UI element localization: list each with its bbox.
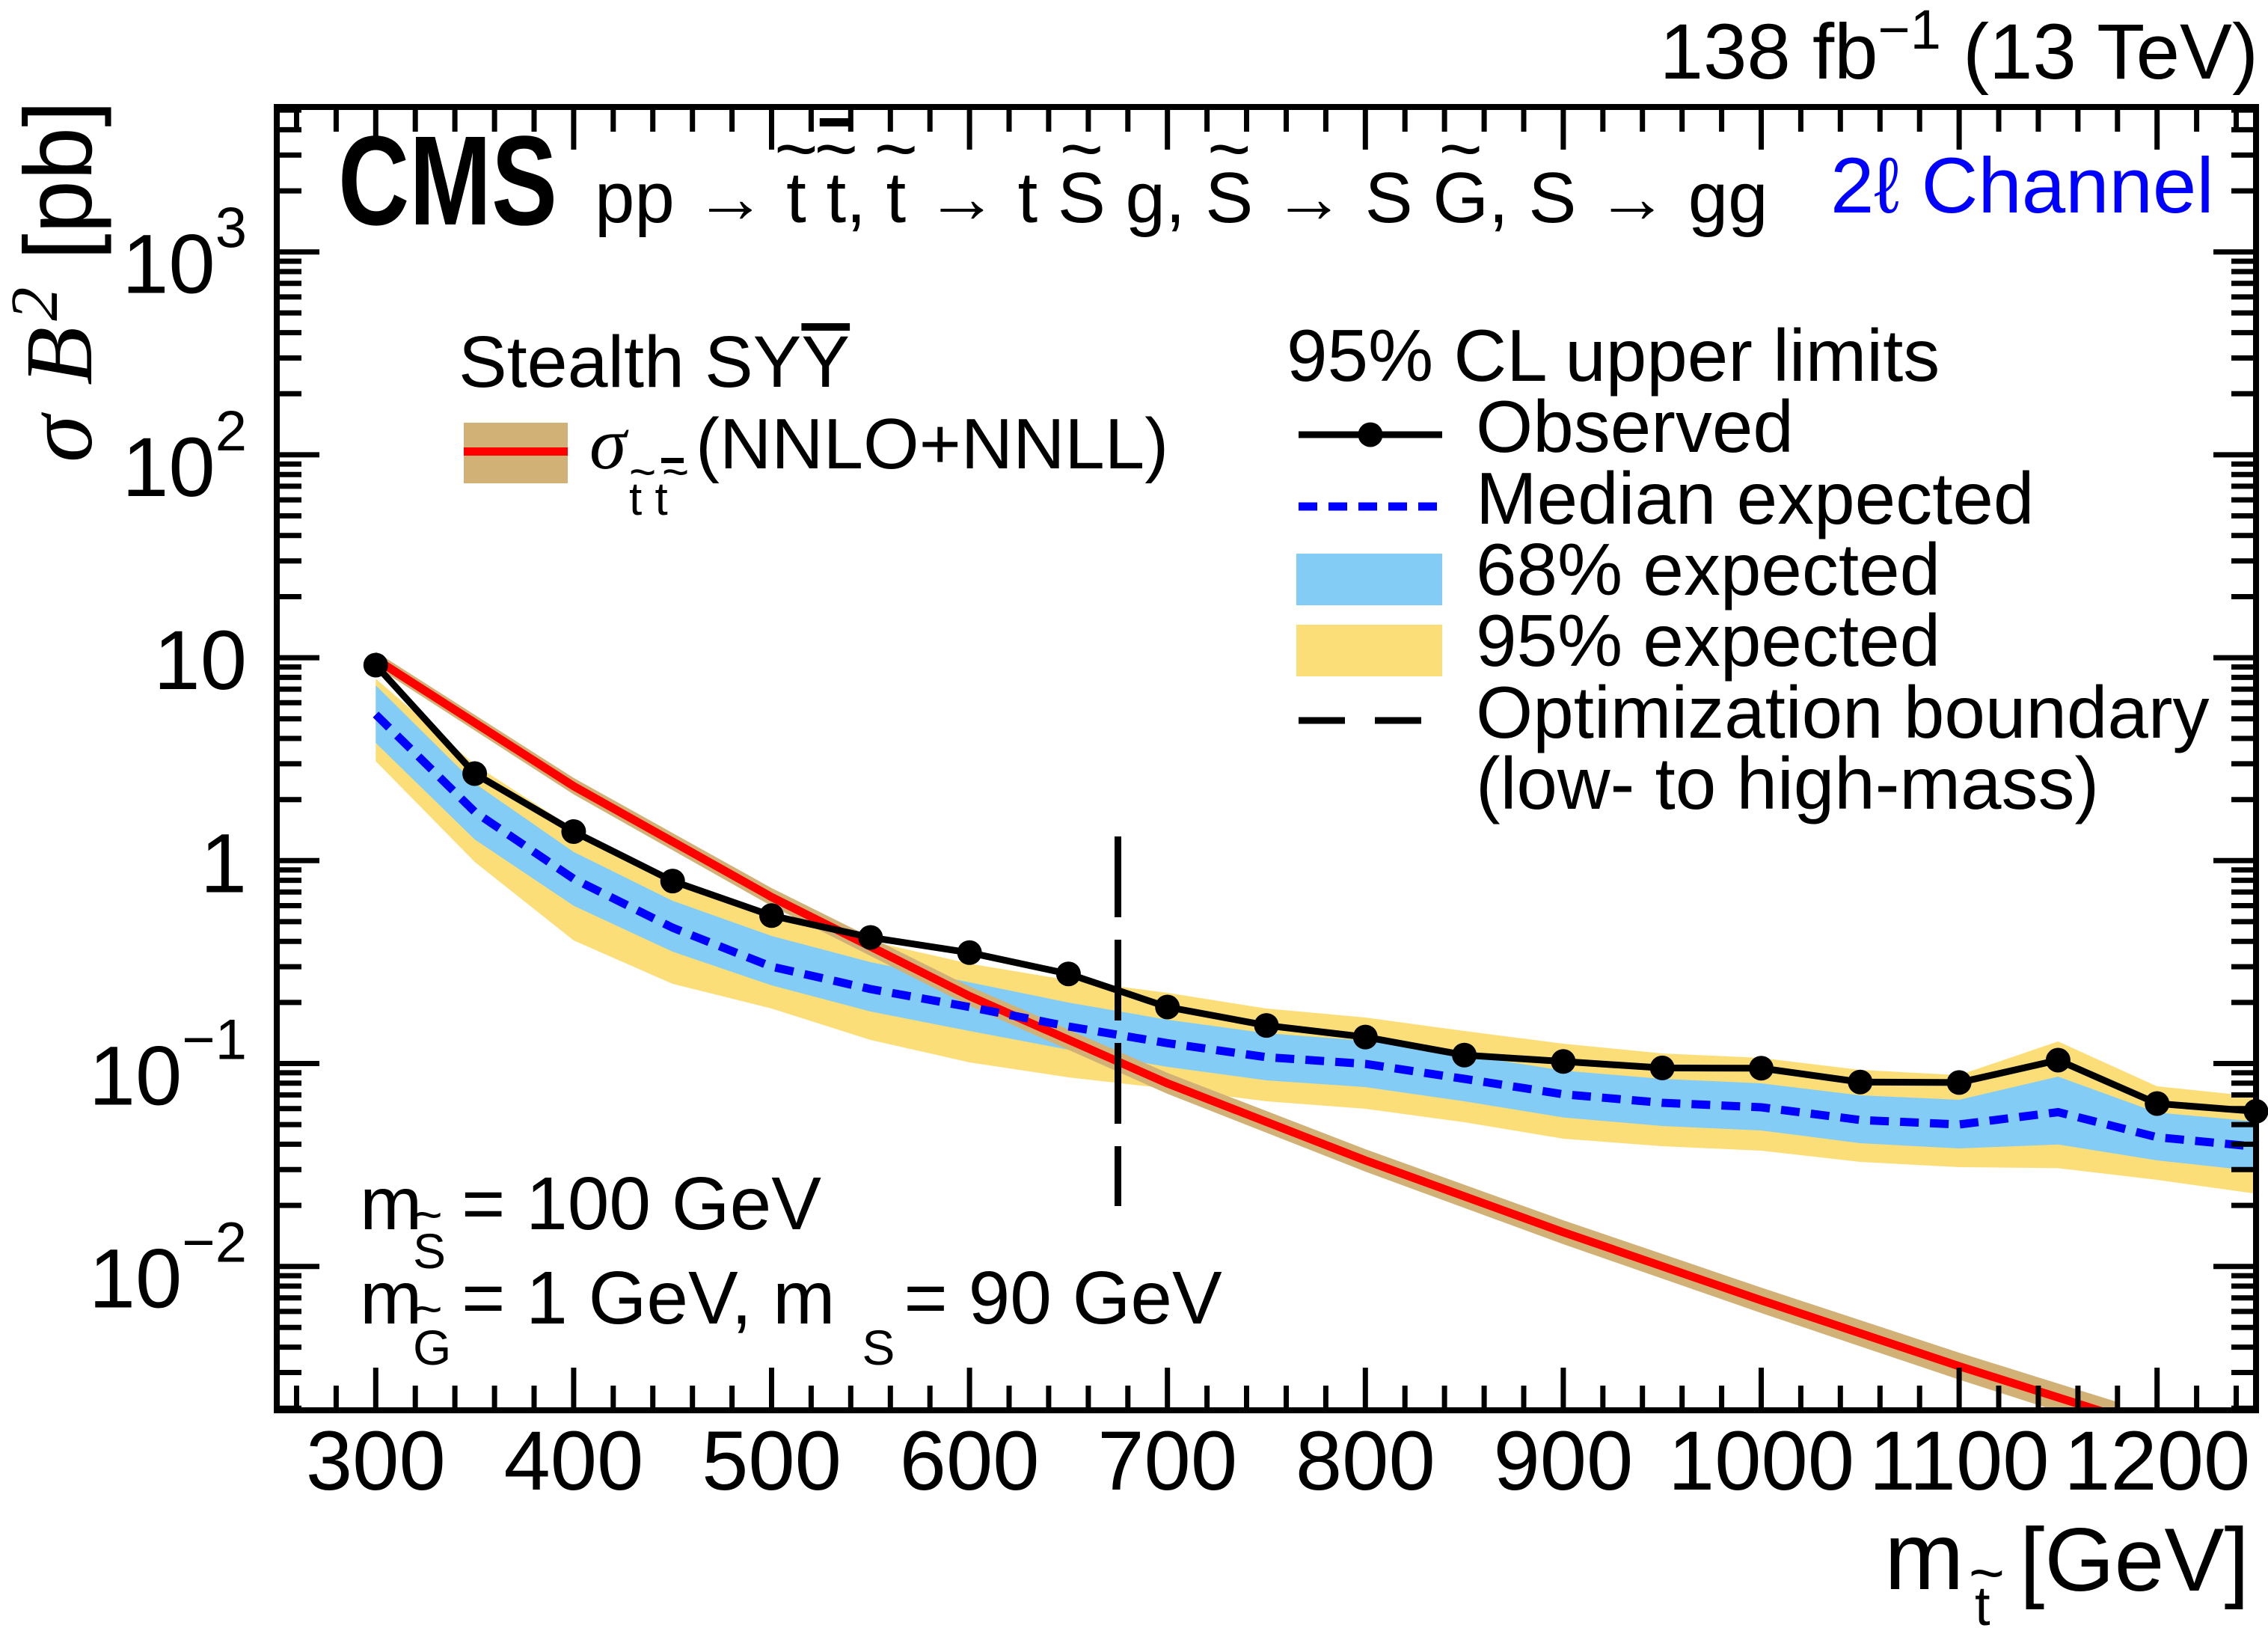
svg-text:2ℓ Channel: 2ℓ Channel — [1830, 142, 2214, 230]
svg-text:(NNLO+NNLL): (NNLO+NNLL) — [696, 404, 1168, 484]
svg-text:1: 1 — [200, 816, 247, 910]
svg-text:σ: σ — [589, 402, 629, 485]
svg-text:95% CL upper limits: 95% CL upper limits — [1287, 314, 1940, 397]
svg-text:~: ~ — [874, 107, 918, 191]
svg-text:Stealth SYY: Stealth SYY — [459, 321, 850, 403]
svg-text:2: 2 — [0, 287, 72, 321]
svg-text:Observed: Observed — [1476, 385, 1794, 468]
svg-text:68% expected: 68% expected — [1476, 528, 1940, 611]
svg-text:1200: 1200 — [2064, 1414, 2250, 1508]
svg-text:1100: 1100 — [1869, 1414, 2050, 1508]
svg-text:~: ~ — [1060, 107, 1103, 191]
svg-text:[GeV]: [GeV] — [2020, 1510, 2249, 1610]
svg-text:138 fb−1 (13 TeV): 138 fb−1 (13 TeV) — [1660, 0, 2258, 96]
svg-text:[pb]: [pb] — [5, 100, 112, 260]
svg-text:(low- to high-mass): (low- to high-mass) — [1476, 742, 2099, 824]
svg-text:10: 10 — [153, 613, 247, 707]
svg-text:= 1 GeV, m: = 1 GeV, m — [462, 1256, 835, 1340]
svg-text:800: 800 — [1296, 1414, 1435, 1508]
svg-text:~: ~ — [414, 1187, 443, 1242]
svg-text:~: ~ — [774, 107, 818, 191]
svg-text:~: ~ — [414, 1281, 443, 1336]
svg-text:σ: σ — [6, 411, 112, 462]
svg-text:Median expected: Median expected — [1476, 457, 2034, 539]
svg-text:~: ~ — [1438, 107, 1482, 191]
svg-text:900: 900 — [1493, 1414, 1633, 1508]
svg-text:~: ~ — [1207, 107, 1251, 191]
svg-text:= 100 GeV: = 100 GeV — [462, 1162, 821, 1246]
svg-text:1000: 1000 — [1668, 1414, 1854, 1508]
svg-text:95% expected: 95% expected — [1476, 599, 1940, 682]
svg-text:S: S — [862, 1320, 895, 1375]
svg-text:~: ~ — [629, 447, 656, 498]
svg-text:pp → t t, t → t S g, S → S G,: pp → t t, t → t S g, S → S G, S → gg — [595, 158, 1768, 238]
svg-text:B: B — [6, 327, 112, 385]
svg-text:~: ~ — [662, 447, 689, 498]
svg-text:500: 500 — [702, 1414, 842, 1508]
svg-text:Optimization boundary: Optimization boundary — [1476, 671, 2210, 753]
svg-text:m: m — [1884, 1503, 1964, 1610]
svg-text:400: 400 — [503, 1414, 643, 1508]
svg-text:= 90 GeV: = 90 GeV — [904, 1256, 1222, 1340]
svg-text:700: 700 — [1097, 1414, 1237, 1508]
svg-text:600: 600 — [900, 1414, 1040, 1508]
svg-text:~: ~ — [1969, 1539, 2005, 1607]
svg-text:CMS: CMS — [338, 110, 557, 252]
svg-text:300: 300 — [306, 1414, 446, 1508]
